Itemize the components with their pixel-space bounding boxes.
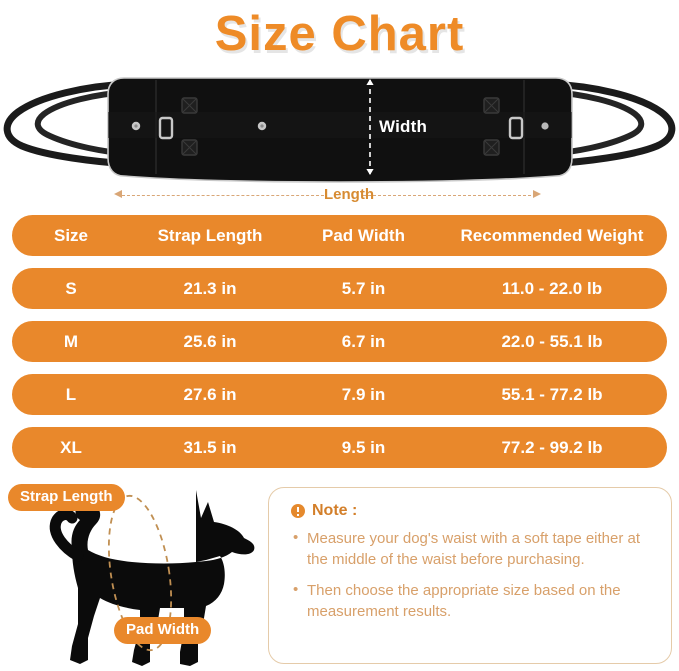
- dog-measurement-diagram: [0, 478, 268, 671]
- note-header: Note :: [291, 502, 653, 520]
- arrow-left-icon: [114, 190, 122, 198]
- belly-band-illustration: [3, 77, 676, 183]
- table-row: XL 31.5 in 9.5 in 77.2 - 99.2 lb: [12, 427, 667, 468]
- cell-size: XL: [60, 437, 82, 457]
- table-header-row: Size Strap Length Pad Width Recommended …: [12, 215, 667, 256]
- cell-pad-width: 6.7 in: [341, 331, 386, 351]
- cell-strap-length: 25.6 in: [183, 331, 237, 351]
- table-row: L 27.6 in 7.9 in 55.1 - 77.2 lb: [12, 374, 667, 415]
- dashed-line-left: [122, 195, 324, 196]
- table-row: M 25.6 in 6.7 in 22.0 - 55.1 lb: [12, 321, 667, 362]
- dog-silhouette-icon: [49, 490, 255, 666]
- cell-weight: 11.0 - 22.0 lb: [501, 278, 603, 298]
- length-dimension: Length: [110, 186, 555, 206]
- tag-strap-length: Strap Length: [8, 484, 125, 511]
- cell-strap-length: 21.3 in: [183, 278, 237, 298]
- cell-size: L: [65, 384, 77, 404]
- cell-pad-width: 5.7 in: [341, 278, 386, 298]
- cell-size: S: [65, 278, 77, 298]
- exclamation-circle-icon: [291, 504, 305, 518]
- note-list: Measure your dog's waist with a soft tap…: [291, 527, 653, 622]
- column-header-recommended-weight: Recommended Weight: [460, 225, 644, 245]
- size-table: Size Strap Length Pad Width Recommended …: [12, 215, 667, 480]
- note-item: Measure your dog's waist with a soft tap…: [291, 527, 653, 570]
- table-row: S 21.3 in 5.7 in 11.0 - 22.0 lb: [12, 268, 667, 309]
- page-title: Size Chart: [214, 7, 465, 61]
- column-header-strap-length: Strap Length: [157, 225, 263, 245]
- width-dimension-label: Width: [379, 117, 428, 136]
- column-header-pad-width: Pad Width: [322, 225, 405, 245]
- cell-pad-width: 7.9 in: [341, 384, 386, 404]
- note-item: Then choose the appropriate size based o…: [291, 579, 653, 622]
- note-title: Note :: [312, 502, 358, 519]
- length-dimension-label: Length: [324, 186, 374, 203]
- cell-weight: 22.0 - 55.1 lb: [501, 331, 603, 351]
- dashed-line-right: [363, 195, 531, 196]
- column-header-size: Size: [53, 225, 89, 245]
- cell-strap-length: 31.5 in: [183, 437, 237, 457]
- cell-pad-width: 9.5 in: [341, 437, 386, 457]
- note-box: Note : Measure your dog's waist with a s…: [268, 487, 672, 664]
- cell-size: M: [63, 331, 79, 351]
- cell-strap-length: 27.6 in: [183, 384, 237, 404]
- product-image: [0, 66, 679, 186]
- arrow-right-icon: [533, 190, 541, 198]
- cell-weight: 55.1 - 77.2 lb: [501, 384, 603, 404]
- tag-pad-width: Pad Width: [114, 617, 212, 644]
- cell-weight: 77.2 - 99.2 lb: [501, 437, 603, 457]
